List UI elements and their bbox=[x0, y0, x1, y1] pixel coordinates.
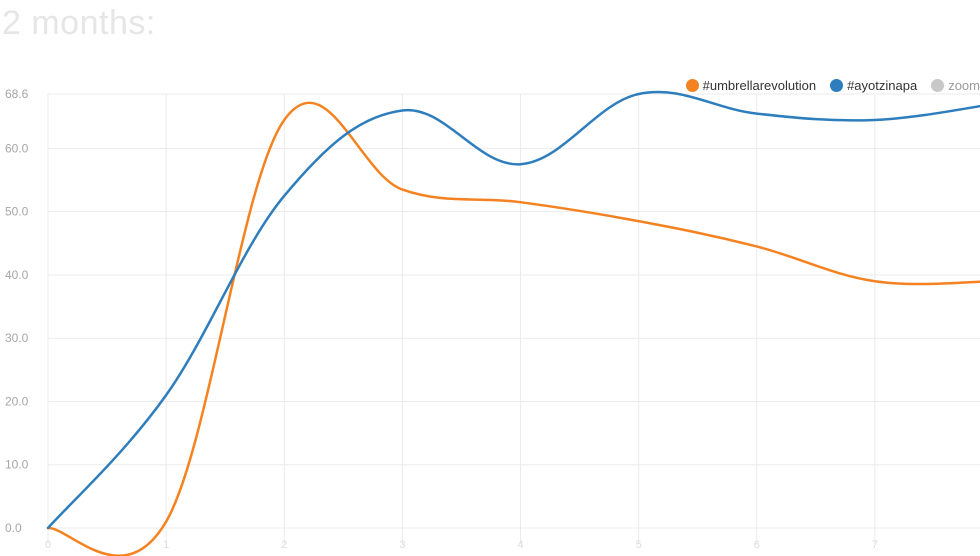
grid-layer bbox=[47, 93, 980, 544]
data-point-ayotzinapa[interactable] bbox=[755, 111, 759, 115]
legend-swatch-zoom bbox=[931, 78, 945, 92]
page-title: 2 months: bbox=[2, 4, 156, 42]
series-line-ayotzinapa[interactable] bbox=[46, 90, 980, 530]
data-point-umbrellarevolution[interactable] bbox=[636, 219, 640, 223]
x-tick-label: 3 bbox=[399, 539, 405, 551]
data-point-ayotzinapa[interactable] bbox=[518, 162, 522, 166]
x-tick-label: 6 bbox=[754, 539, 760, 551]
y-tick-label: 20.0 bbox=[5, 394, 29, 408]
data-point-umbrellarevolution[interactable] bbox=[755, 244, 759, 248]
data-point-ayotzinapa[interactable] bbox=[164, 393, 168, 397]
x-tick-label: 5 bbox=[636, 539, 642, 551]
y-axis-ticks: 0.0 10.0 20.0 30.0 40.0 50.0 60.0 68.6 bbox=[5, 87, 29, 535]
data-point-ayotzinapa[interactable] bbox=[400, 108, 404, 112]
data-point-ayotzinapa[interactable] bbox=[46, 526, 50, 530]
y-tick-label: 50.0 bbox=[5, 205, 29, 219]
y-tick-label: 40.0 bbox=[5, 268, 29, 282]
legend-item-zoom[interactable]: zoom bbox=[931, 78, 980, 93]
data-point-umbrellarevolution[interactable] bbox=[400, 187, 404, 191]
data-point-umbrellarevolution[interactable] bbox=[873, 279, 877, 283]
y-tick-label: 68.6 bbox=[5, 87, 29, 101]
data-point-ayotzinapa[interactable] bbox=[282, 194, 286, 198]
legend-label-zoom: zoom bbox=[948, 77, 980, 93]
legend-label-ayotzinapa: #ayotzinapa bbox=[847, 77, 918, 93]
data-point-ayotzinapa[interactable] bbox=[636, 92, 640, 96]
y-tick-label: 60.0 bbox=[5, 141, 29, 155]
y-tick-label: 0.0 bbox=[5, 521, 22, 535]
legend-item-umbrellarevolution[interactable]: #umbrellarevolution bbox=[685, 77, 817, 93]
legend-swatch-ayotzinapa bbox=[830, 78, 844, 92]
series-layer bbox=[46, 90, 980, 556]
legend-swatch-umbrellarevolution bbox=[685, 78, 699, 92]
chart-legend: #umbrellarevolution #ayotzinapa zoom bbox=[685, 74, 980, 96]
y-tick-label: 10.0 bbox=[5, 458, 29, 472]
legend-label-umbrellarevolution: #umbrellarevolution bbox=[702, 77, 817, 93]
data-point-umbrellarevolution[interactable] bbox=[164, 519, 168, 523]
y-tick-label: 30.0 bbox=[5, 331, 29, 345]
x-axis-ticks: 0 1 2 3 4 5 6 7 bbox=[45, 539, 878, 551]
data-point-umbrellarevolution[interactable] bbox=[518, 200, 522, 204]
x-tick-label: 1 bbox=[163, 539, 169, 551]
data-point-ayotzinapa[interactable] bbox=[873, 118, 877, 122]
data-point-umbrellarevolution[interactable] bbox=[282, 118, 286, 122]
x-tick-label: 4 bbox=[517, 539, 523, 551]
x-tick-label: 2 bbox=[281, 539, 287, 551]
x-tick-label: 7 bbox=[872, 539, 878, 551]
x-tick-label: 0 bbox=[45, 539, 51, 551]
series-line-umbrellarevolution[interactable] bbox=[46, 101, 980, 556]
legend-item-ayotzinapa[interactable]: #ayotzinapa bbox=[830, 78, 917, 93]
